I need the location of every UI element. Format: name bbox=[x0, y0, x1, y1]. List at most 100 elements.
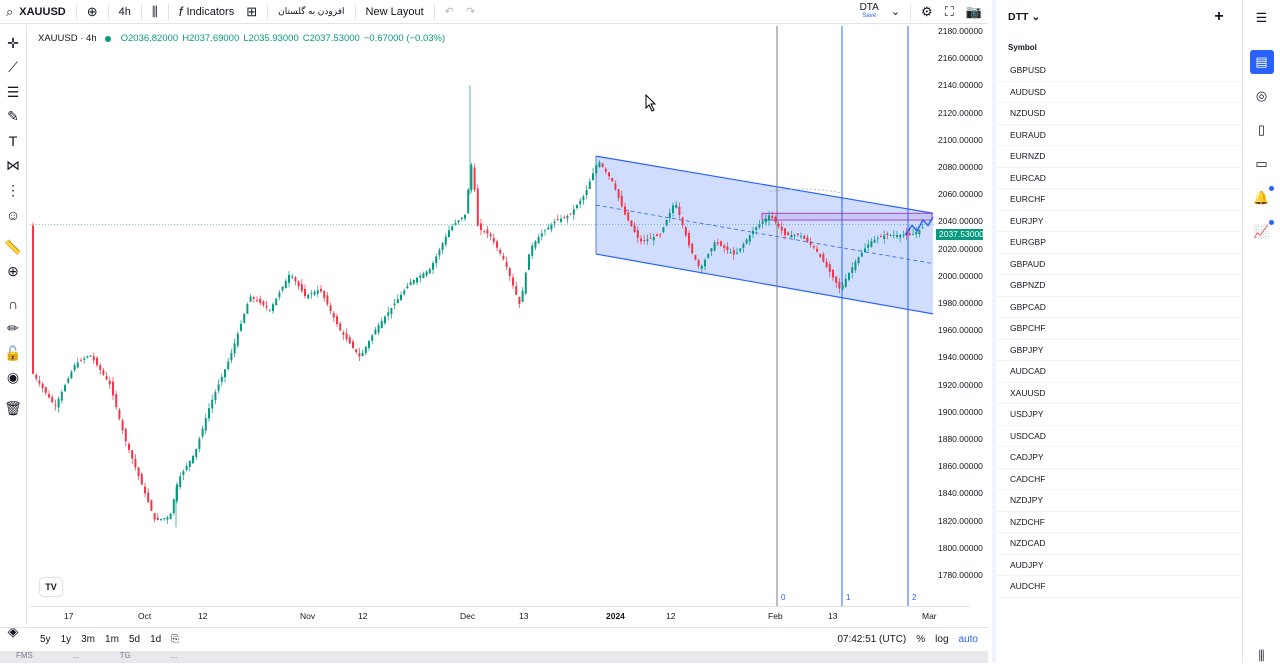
legend-close: C2037.53000 bbox=[302, 33, 360, 44]
watchlist-item-nzdjpy[interactable]: NZDJPY bbox=[996, 490, 1242, 512]
indicators-button[interactable]: f Indicators bbox=[173, 0, 240, 24]
watchlist-item-cadchf[interactable]: CADCHF bbox=[996, 469, 1242, 490]
remove-tool[interactable]: 🗑 bbox=[2, 396, 24, 420]
status-item[interactable]: ... bbox=[72, 651, 80, 660]
notifications-button[interactable]: 🔔 bbox=[1250, 186, 1274, 210]
candle-body bbox=[627, 212, 630, 221]
watchlist-item-cadjpy[interactable]: CADJPY bbox=[996, 447, 1242, 469]
status-item[interactable]: TG bbox=[119, 651, 131, 660]
watchlist-item-eurgbp[interactable]: EURGBP bbox=[996, 232, 1242, 254]
percent-toggle[interactable]: % bbox=[916, 634, 926, 645]
watchlist-item-eurcad[interactable]: EURCAD bbox=[996, 168, 1242, 189]
candle-body bbox=[393, 303, 396, 306]
watchlist-item-audcad[interactable]: AUDCAD bbox=[996, 361, 1242, 383]
range-5y[interactable]: 5y bbox=[40, 634, 51, 645]
alerts-button[interactable]: ◎ bbox=[1250, 84, 1274, 108]
watchlist-item-gbpusd[interactable]: GBPUSD bbox=[996, 60, 1242, 82]
watchlist-item-gbpchf[interactable]: GBPCHF bbox=[996, 318, 1242, 340]
clock-label[interactable]: 07:42:51 (UTC) bbox=[837, 634, 907, 645]
watchlist-item-xauusd[interactable]: XAUUSD bbox=[996, 383, 1242, 404]
watchlist-item-gbpaud[interactable]: GBPAUD bbox=[996, 254, 1242, 275]
range-1m[interactable]: 1m bbox=[105, 634, 119, 645]
magnet-tool[interactable]: ∩ bbox=[2, 292, 24, 316]
time-axis[interactable]: 17 Oct 12 Nov 12 Dec 13 2024 12 Feb 13 Mar bbox=[30, 606, 970, 626]
zoom-tool[interactable]: ⊕ bbox=[2, 260, 24, 284]
watchlist-item-nzdcad[interactable]: NZDCAD bbox=[996, 533, 1242, 555]
watchlist-item-euraud[interactable]: EURAUD bbox=[996, 125, 1242, 146]
emoji-tool[interactable]: ☺ bbox=[2, 203, 24, 227]
object-tree-button[interactable]: ◈ bbox=[2, 619, 24, 643]
watchlist-item-usdjpy[interactable]: USDJPY bbox=[996, 404, 1242, 426]
fullscreen-button[interactable]: ⛶ bbox=[939, 0, 960, 24]
fib-tool[interactable]: ☰ bbox=[2, 80, 24, 104]
hide-tool[interactable]: ◉ bbox=[2, 366, 24, 390]
candle-body bbox=[329, 305, 332, 312]
range-3m[interactable]: 3m bbox=[81, 634, 96, 645]
undo-button[interactable]: ↶ bbox=[439, 0, 460, 24]
watchlist-item-eurjpy[interactable]: EURJPY bbox=[996, 211, 1242, 232]
watchlist-item-eurchf[interactable]: EURCHF bbox=[996, 189, 1242, 211]
watchlist-item-eurnzd[interactable]: EURNZD bbox=[996, 146, 1242, 168]
chart-type-button[interactable]: ⫼ bbox=[146, 0, 164, 24]
forecast-tool[interactable]: ⋮ bbox=[2, 178, 24, 202]
watchlist-item-audchf[interactable]: AUDCHF bbox=[996, 576, 1242, 598]
symbol-search[interactable]: ⌕ XAUUSD bbox=[0, 0, 72, 24]
watchlist-item-audjpy[interactable]: AUDJPY bbox=[996, 555, 1242, 576]
settings-button[interactable]: ⚙ bbox=[915, 0, 939, 24]
lock-drawings-tool[interactable]: ✏ bbox=[2, 317, 24, 341]
goto-date-button[interactable]: ⎘ bbox=[166, 634, 184, 645]
crosshair-tool[interactable]: ✛ bbox=[2, 31, 24, 55]
candle-body bbox=[822, 254, 825, 262]
candle-body bbox=[128, 443, 130, 450]
range-5d[interactable]: 5d bbox=[128, 634, 141, 645]
add-symbol-button[interactable]: + bbox=[1208, 6, 1230, 28]
watchlist-item-gbpnzd[interactable]: GBPNZD bbox=[996, 275, 1242, 297]
auto-toggle[interactable]: auto bbox=[958, 634, 978, 645]
lock-tool[interactable]: 🔓 bbox=[2, 341, 24, 365]
price-axis[interactable]: 2180.00000 2160.00000 2140.00000 2120.00000… bbox=[936, 26, 988, 606]
symbol-column-header[interactable]: Symbol bbox=[1008, 43, 1037, 52]
ideas-button[interactable]: ▯ bbox=[1250, 118, 1274, 142]
watchlist-item-audusd[interactable]: AUDUSD bbox=[996, 82, 1242, 103]
watchlist-item-gbpjpy[interactable]: GBPJPY bbox=[996, 340, 1242, 361]
status-item[interactable]: FMS bbox=[16, 651, 33, 660]
range-1d[interactable]: 1d bbox=[150, 634, 162, 645]
status-item[interactable]: ... bbox=[170, 651, 178, 660]
watchlist-item-nzdusd[interactable]: NZDUSD bbox=[996, 103, 1242, 125]
log-toggle[interactable]: log bbox=[935, 634, 949, 645]
watchlist-name[interactable]: DTT bbox=[1008, 11, 1029, 23]
trading-button[interactable]: 📈 bbox=[1250, 220, 1274, 244]
chart-pane[interactable]: 0 1 2 bbox=[30, 26, 936, 606]
price-chart[interactable]: 0 1 2 bbox=[30, 26, 936, 606]
pattern-tool[interactable]: ⋈ bbox=[2, 154, 24, 178]
layout-button[interactable]: New Layout bbox=[365, 5, 424, 18]
trendline-tool[interactable]: ⟋ bbox=[2, 56, 24, 80]
save-layout-button[interactable]: DTA Save bbox=[854, 0, 885, 24]
chevron-down-icon[interactable]: ⌄ bbox=[1031, 11, 1041, 23]
panel-button[interactable]: ⫼ bbox=[1250, 644, 1274, 668]
channel-lower-line bbox=[595, 253, 934, 315]
legend-high: H2037.69000 bbox=[182, 33, 240, 44]
range-1y[interactable]: 1y bbox=[60, 634, 72, 645]
text-tool[interactable]: T bbox=[2, 129, 24, 153]
brush-tool[interactable]: ✎ bbox=[2, 105, 24, 129]
templates-button[interactable]: ⊞ bbox=[240, 0, 263, 24]
compare-button[interactable]: ⊕ bbox=[81, 0, 104, 24]
layout-menu-button[interactable]: ⌄ bbox=[885, 0, 906, 24]
ruler-tool[interactable]: 📏 bbox=[2, 235, 24, 259]
time-tick: Feb bbox=[768, 611, 783, 621]
watchlist-item-usdcad[interactable]: USDCAD bbox=[996, 426, 1242, 447]
streams-button[interactable]: ▭ bbox=[1250, 152, 1274, 176]
watchlist-button[interactable]: ▤ bbox=[1249, 50, 1274, 74]
tradingview-logo[interactable]: TV bbox=[40, 578, 62, 596]
snapshot-button[interactable]: 📷 bbox=[960, 0, 988, 24]
add-to-watchlist-button[interactable]: افزودن به گلستان bbox=[278, 6, 345, 16]
watchlist-toggle[interactable]: ☰ bbox=[1250, 6, 1274, 30]
watchlist-item-gbpcad[interactable]: GBPCAD bbox=[996, 297, 1242, 318]
candle-body bbox=[729, 252, 732, 254]
interval-button[interactable]: 4h bbox=[118, 5, 131, 18]
watchlist-item-nzdchf[interactable]: NZDCHF bbox=[996, 512, 1242, 533]
legend-title[interactable]: XAUUSD · 4h bbox=[38, 33, 97, 44]
redo-button[interactable]: ↷ bbox=[460, 0, 481, 24]
candle-body bbox=[611, 177, 614, 182]
